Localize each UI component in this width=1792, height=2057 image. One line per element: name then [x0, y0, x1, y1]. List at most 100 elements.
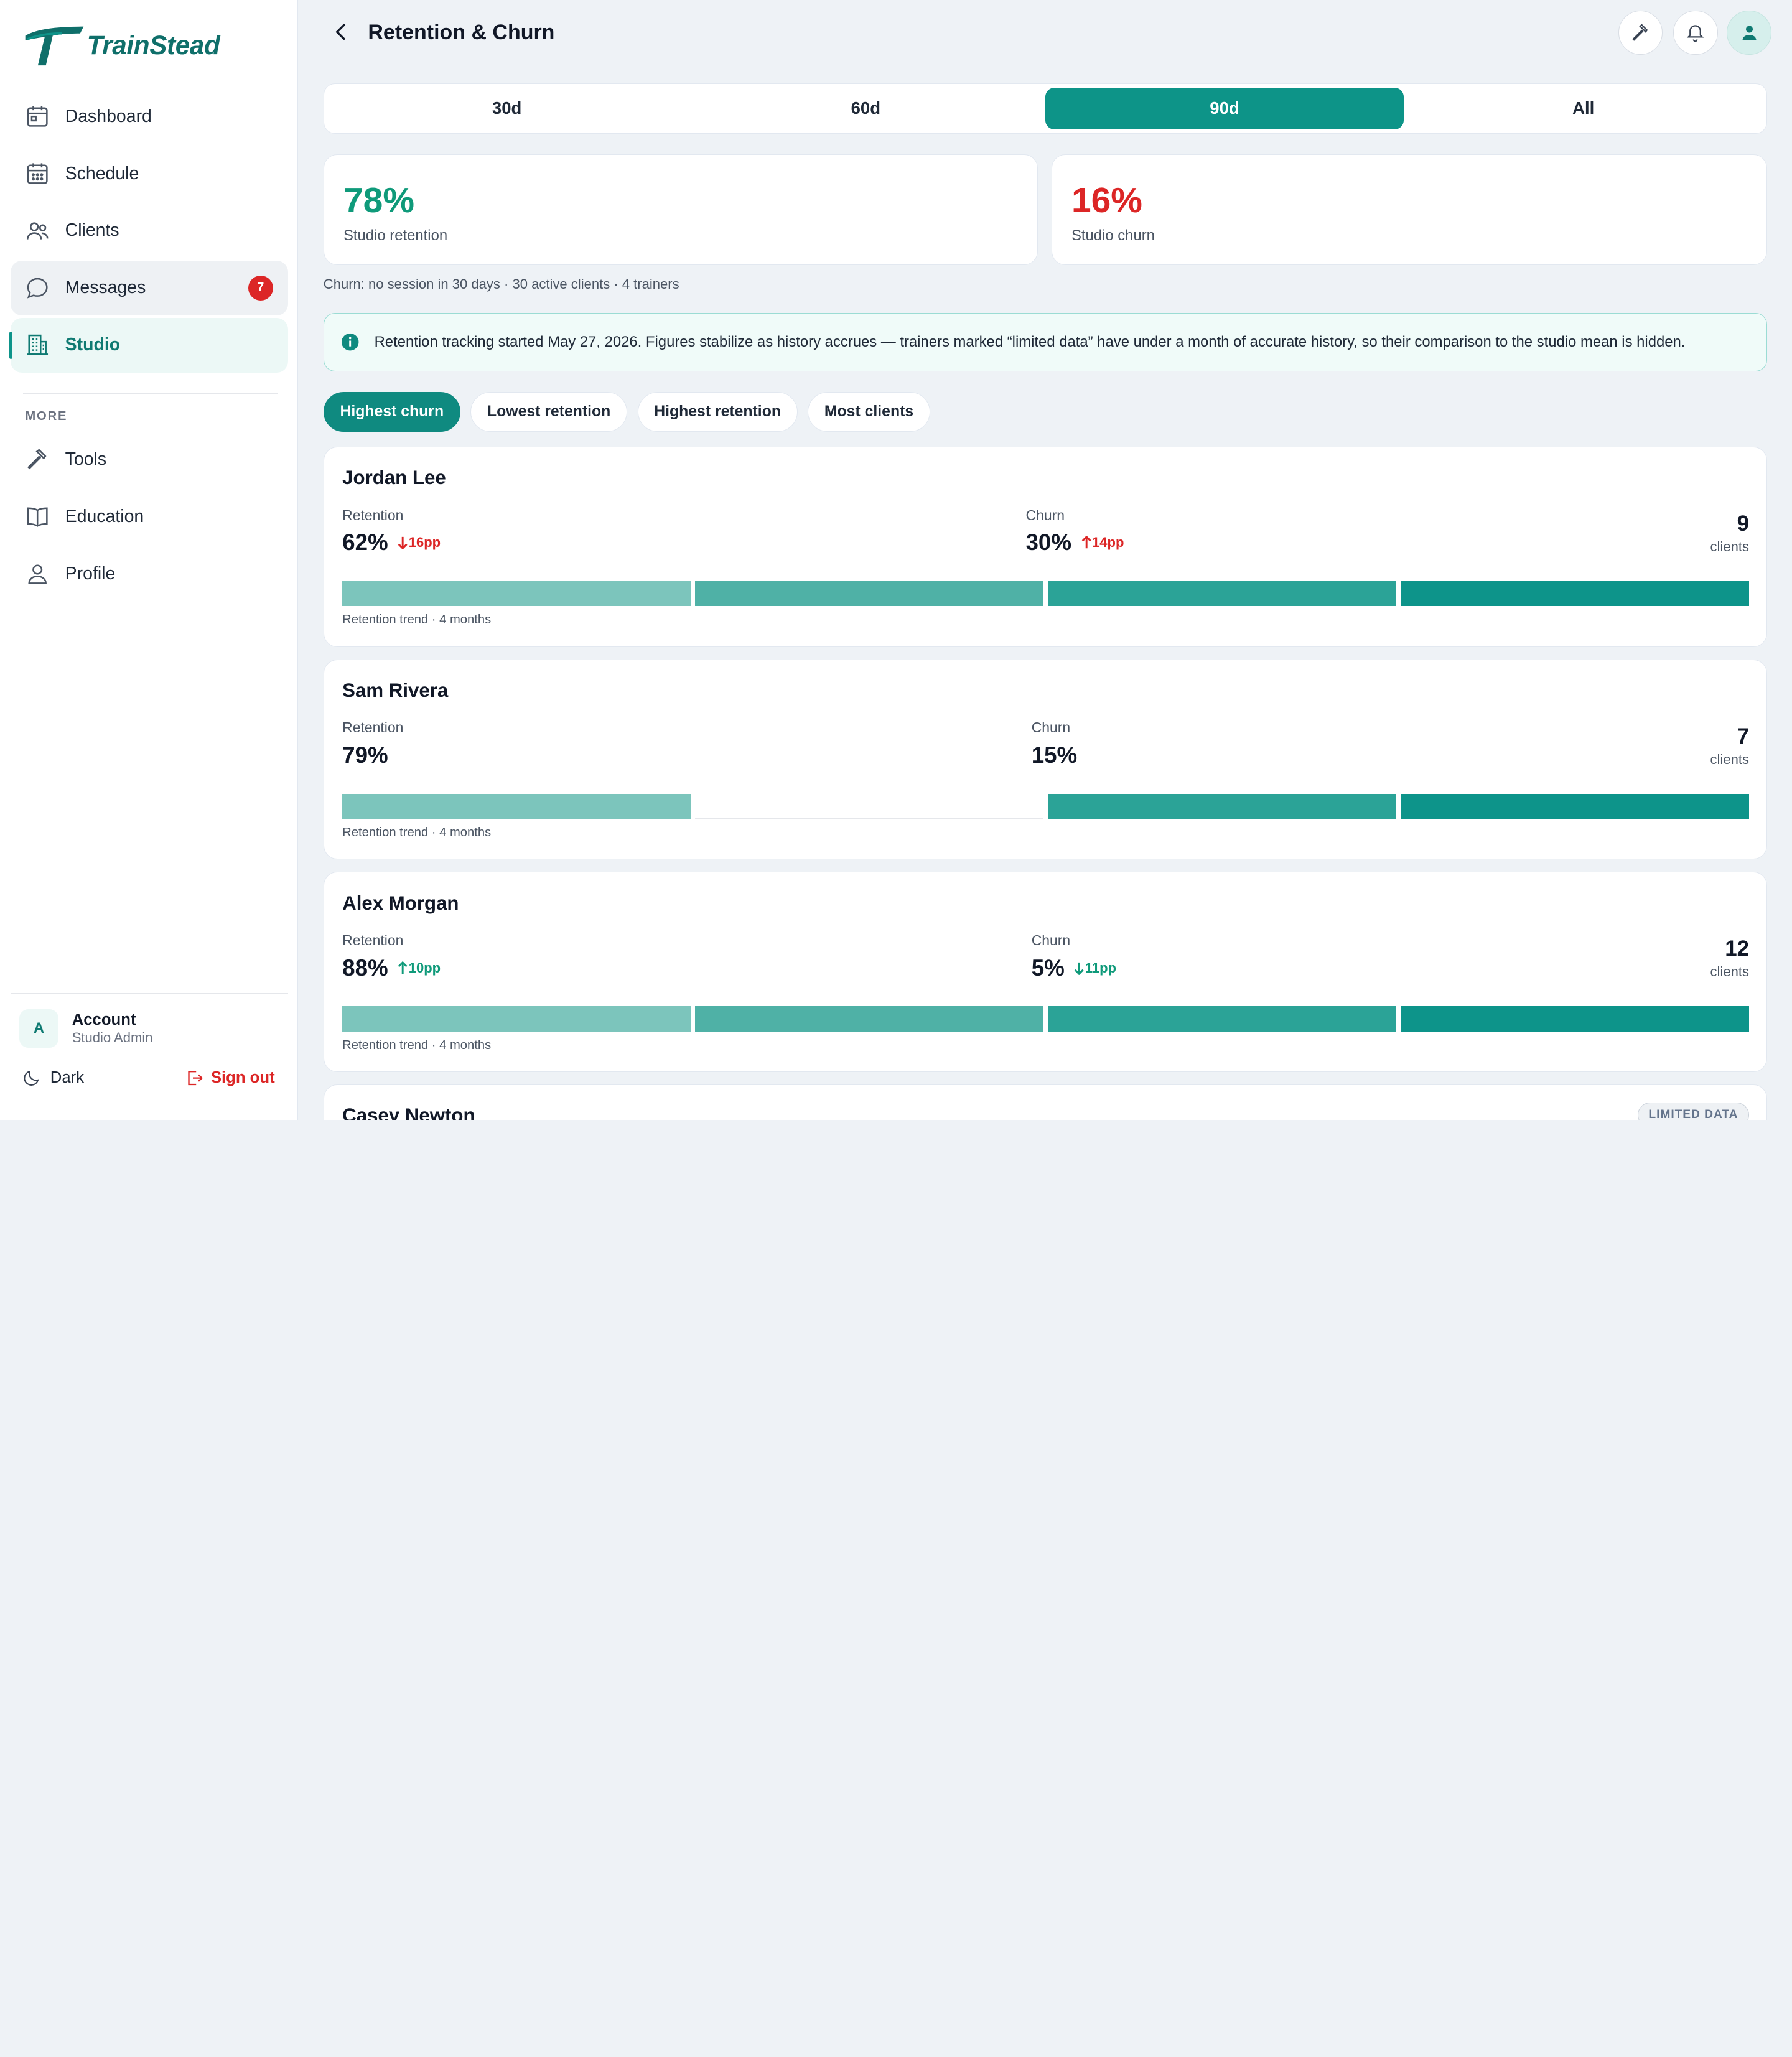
- arrow-up-icon: [1081, 536, 1091, 549]
- churn-label: Churn: [1031, 931, 1071, 948]
- book-icon: [25, 504, 50, 529]
- bell-icon: [1687, 25, 1704, 42]
- avatar: A: [19, 1009, 58, 1048]
- sort-most-clients[interactable]: Most clients: [808, 391, 930, 432]
- churn-delta: 11pp: [1073, 960, 1116, 976]
- sort-chips: Highest churn Lowest retention Highest r…: [323, 391, 941, 432]
- sort-highest-retention[interactable]: Highest retention: [637, 391, 798, 432]
- sidebar-item-label: Tools: [65, 449, 107, 469]
- retention-trend-bar: [342, 793, 1750, 819]
- churn-value: 5% 11pp: [1032, 955, 1116, 981]
- sidebar-divider: [22, 393, 278, 394]
- sidebar-item-label: Schedule: [65, 163, 139, 184]
- trainer-name: Casey Newton: [342, 1104, 475, 1120]
- account-name: Account: [72, 1010, 136, 1028]
- range-30d[interactable]: 30d: [492, 98, 522, 118]
- retention-value: 88% 10pp: [342, 955, 441, 981]
- trend-label: Retention trend · 4 months: [342, 826, 492, 840]
- account-divider: [10, 993, 288, 994]
- trainer-card[interactable]: Casey Newton LIMITED DATA: [323, 1084, 1767, 1120]
- arrow-up-icon: [398, 961, 408, 974]
- trainer-card[interactable]: Jordan Lee Retention 62% 16pp Churn 30% …: [323, 447, 1767, 647]
- churn-value: 30% 14pp: [1026, 529, 1124, 556]
- hammer-icon: [25, 447, 50, 472]
- main-nav: Dashboard Schedule Clients Messages 7: [9, 89, 288, 375]
- sidebar-item-label: Messages: [65, 278, 146, 298]
- trend-month-segment: [1401, 793, 1750, 819]
- info-icon: [342, 334, 359, 351]
- notifications-button[interactable]: [1673, 10, 1718, 55]
- arrow-down-icon: [1075, 962, 1085, 975]
- calendar-icon: [25, 161, 50, 186]
- sidebar-item-tools[interactable]: Tools: [11, 432, 288, 487]
- sort-highest-churn[interactable]: Highest churn: [323, 391, 460, 432]
- studio-churn-label: Studio churn: [1071, 226, 1155, 244]
- tools-button[interactable]: [1618, 10, 1663, 55]
- studio-retention-label: Studio retention: [343, 226, 448, 244]
- unread-badge: 7: [248, 275, 273, 301]
- studio-retention-card: 78% Studio retention: [323, 154, 1038, 266]
- trainer-card[interactable]: Sam Rivera Retention 79% Churn 15% 7 cli…: [323, 659, 1767, 860]
- trainer-name: Alex Morgan: [342, 892, 459, 914]
- trend-month-segment: [342, 581, 691, 607]
- limited-data-badge: LIMITED DATA: [1637, 1102, 1749, 1120]
- client-count: 7: [1737, 724, 1749, 749]
- sidebar-item-label: Dashboard: [65, 106, 152, 126]
- sidebar-item-label: Studio: [65, 335, 121, 355]
- client-count: 9: [1737, 511, 1749, 536]
- sidebar-item-studio[interactable]: Studio: [9, 317, 288, 373]
- sign-out-label: Sign out: [210, 1069, 275, 1087]
- sidebar-item-profile[interactable]: Profile: [11, 546, 288, 601]
- building-icon: [25, 332, 50, 357]
- studio-churn-card: 16% Studio churn: [1051, 154, 1767, 266]
- trend-label: Retention trend · 4 months: [342, 1038, 492, 1052]
- sign-out-button[interactable]: Sign out: [185, 1068, 275, 1088]
- sidebar-item-education[interactable]: Education: [11, 489, 288, 544]
- trend-month-segment: [1401, 1006, 1750, 1032]
- trend-month-segment: [1048, 581, 1397, 607]
- account-summary[interactable]: A Account Studio Admin: [19, 1009, 153, 1048]
- churn-delta: 14pp: [1081, 534, 1124, 551]
- range-all[interactable]: All: [1572, 98, 1595, 118]
- sidebar-item-label: Profile: [65, 563, 116, 584]
- brand-name: TrainStead: [86, 30, 220, 60]
- sidebar-item-dashboard[interactable]: Dashboard: [11, 89, 288, 144]
- sidebar-item-schedule[interactable]: Schedule: [11, 146, 288, 201]
- sidebar: TrainStead Dashboard Schedule Clients: [0, 0, 299, 1120]
- retention-delta: 16pp: [397, 534, 441, 551]
- sidebar-item-messages[interactable]: Messages 7: [10, 260, 288, 315]
- churn-value: 15%: [1032, 742, 1078, 768]
- user-menu-button[interactable]: [1727, 10, 1771, 55]
- trainer-name: Jordan Lee: [342, 467, 446, 489]
- studio-churn-value: 16%: [1071, 180, 1142, 221]
- dashboard-icon: [25, 104, 50, 129]
- dark-mode-toggle[interactable]: Dark: [22, 1068, 84, 1088]
- retention-trend-bar: [342, 1006, 1750, 1032]
- back-arrow-icon[interactable]: [330, 21, 353, 44]
- churn-delta-value: 14pp: [1092, 534, 1124, 551]
- sort-lowest-retention[interactable]: Lowest retention: [470, 391, 627, 432]
- retention-percent: 62%: [342, 529, 388, 556]
- arrow-down-icon: [398, 537, 408, 550]
- retention-label: Retention: [342, 719, 404, 736]
- app-root: TrainStead Dashboard Schedule Clients: [0, 0, 1792, 1120]
- trainer-card[interactable]: Alex Morgan Retention 88% 10pp Churn 5% …: [323, 872, 1767, 1072]
- retention-delta-value: 10pp: [408, 959, 441, 976]
- retention-label: Retention: [342, 931, 404, 948]
- trend-month-segment: [1401, 581, 1750, 607]
- retention-percent: 88%: [342, 954, 388, 981]
- range-90d[interactable]: 90d: [1045, 87, 1404, 130]
- hammer-icon: [1632, 24, 1648, 41]
- user-icon: [1742, 26, 1757, 40]
- person-icon: [25, 561, 50, 586]
- logo[interactable]: TrainStead: [23, 24, 220, 68]
- chat-icon: [25, 276, 50, 301]
- info-text: Retention tracking started May 27, 2026.…: [374, 334, 1686, 351]
- info-banner: Retention tracking started May 27, 2026.…: [323, 313, 1767, 371]
- sidebar-item-clients[interactable]: Clients: [11, 203, 288, 258]
- churn-delta-value: 11pp: [1085, 959, 1117, 976]
- range-60d[interactable]: 60d: [851, 98, 881, 118]
- trend-month-segment: [1048, 1006, 1397, 1032]
- retention-delta-value: 16pp: [408, 534, 441, 551]
- top-bar: Retention & Churn: [298, 0, 1792, 69]
